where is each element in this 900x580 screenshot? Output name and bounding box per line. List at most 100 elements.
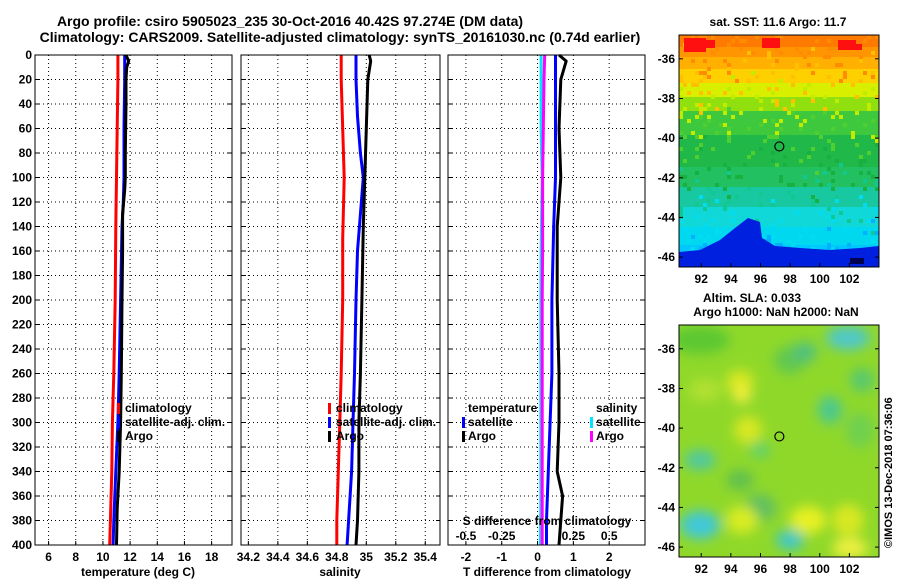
sst-pixel xyxy=(771,63,775,67)
sst-pixel xyxy=(723,203,727,207)
sst-pixel xyxy=(727,131,731,135)
sst-pixel xyxy=(779,179,783,183)
sst-pixel xyxy=(791,83,795,87)
sst-pixel xyxy=(687,187,691,191)
sst-pixel xyxy=(823,171,827,175)
sal-xtick-label: 35.2 xyxy=(384,550,408,564)
sst-pixel xyxy=(823,111,827,115)
sst-pixel xyxy=(839,115,843,119)
sst-pixel xyxy=(823,107,827,111)
sst-pixel xyxy=(727,195,731,199)
sst-warm-patch xyxy=(705,40,715,48)
sst-pixel xyxy=(699,71,703,75)
sal-x-axis-label: salinity xyxy=(319,565,361,579)
sla-anomaly-blob xyxy=(726,470,754,490)
diff-xtick-label: -2 xyxy=(461,550,472,564)
sst-pixel xyxy=(827,167,831,171)
sst-pixel xyxy=(827,75,831,79)
sst-pixel xyxy=(735,195,739,199)
sst-pixel xyxy=(875,139,879,143)
figure-title-line2: Climatology: CARS2009. Satellite-adjuste… xyxy=(40,29,641,45)
sst-pixel xyxy=(831,247,835,251)
diff-legend-swatch-temp-argo xyxy=(462,431,465,442)
sal-legend-label-argo: Argo xyxy=(336,429,364,443)
sst-pixel xyxy=(835,111,839,115)
sla-map-frame xyxy=(678,324,880,558)
sst-deep-patch xyxy=(850,258,864,264)
sst-pixel xyxy=(699,135,703,139)
sst-pixel xyxy=(723,207,727,211)
sal-xtick-label: 34.2 xyxy=(237,550,261,564)
sst-pixel xyxy=(779,219,783,223)
sst-pixel xyxy=(811,195,815,199)
sst-pixel xyxy=(703,223,707,227)
sst-pixel xyxy=(871,71,875,75)
sst-pixel xyxy=(771,159,775,163)
sst-pixel xyxy=(695,215,699,219)
sst-pixel xyxy=(835,195,839,199)
sst-pixel xyxy=(751,71,755,75)
diff-legend-label-sal-satellite: satellite xyxy=(596,415,641,429)
sst-pixel xyxy=(875,187,879,191)
sst-pixel xyxy=(691,247,695,251)
sst-pixel xyxy=(847,219,851,223)
sst-pixel xyxy=(795,47,799,51)
sst-pixel xyxy=(823,95,827,99)
sst-pixel xyxy=(731,211,735,215)
sst-pixel xyxy=(723,91,727,95)
sst-pixel xyxy=(747,187,751,191)
sst-pixel xyxy=(811,203,815,207)
sst-pixel xyxy=(811,115,815,119)
sla-anomaly-blob xyxy=(750,442,770,458)
sst-pixel xyxy=(679,75,683,79)
sst-pixel xyxy=(755,75,759,79)
sst-pixel xyxy=(867,219,871,223)
sst-pixel xyxy=(843,171,847,175)
sst-pixel xyxy=(871,219,875,223)
sst-pixel xyxy=(863,71,867,75)
sst-warm-patch xyxy=(762,38,780,48)
sla-anomaly-blob xyxy=(726,506,758,534)
sst-band xyxy=(679,207,879,227)
sla-anomaly-blob xyxy=(832,504,864,536)
sst-pixel xyxy=(707,67,711,71)
diff-series-temperature-satellite xyxy=(545,55,557,545)
sst-pixel xyxy=(683,83,687,87)
temp-ytick-label: 320 xyxy=(12,440,32,454)
sla-ytick-label: -38 xyxy=(658,381,676,395)
sst-pixel xyxy=(859,219,863,223)
sst-pixel xyxy=(827,243,831,247)
sst-pixel xyxy=(703,243,707,247)
sst-pixel xyxy=(851,183,855,187)
sst-pixel xyxy=(751,51,755,55)
sla-map: -36 -38 -40 -42 -44 -46 92 94 96 98 100 102 xyxy=(658,324,880,576)
sst-pixel xyxy=(775,103,779,107)
sst-pixel xyxy=(863,39,867,43)
diff-xtick-label: 2 xyxy=(606,550,613,564)
sst-pixel xyxy=(875,95,879,99)
sst-pixel xyxy=(819,163,823,167)
sst-pixel xyxy=(679,219,683,223)
diff-xtick-label: 1 xyxy=(570,550,577,564)
sst-map: -36 -38 -40 -42 -44 -46 92 94 96 98 100 102 xyxy=(658,34,880,286)
sst-pixel xyxy=(715,199,719,203)
sst-pixel xyxy=(811,71,815,75)
sst-pixel xyxy=(871,135,875,139)
sst-pixel xyxy=(831,179,835,183)
sst-pixel xyxy=(847,243,851,247)
sst-pixel xyxy=(695,71,699,75)
temp-ytick-label: 60 xyxy=(19,122,33,136)
sst-pixel xyxy=(739,111,743,115)
sst-pixel xyxy=(811,99,815,103)
sst-pixel xyxy=(855,95,859,99)
sst-pixel xyxy=(827,39,831,43)
sst-pixel xyxy=(831,143,835,147)
sst-xtick-label: 92 xyxy=(695,272,709,286)
sst-pixel xyxy=(791,243,795,247)
sst-pixel xyxy=(703,135,707,139)
temp-ytick-label: 160 xyxy=(12,244,32,258)
sal-legend-swatch xyxy=(328,431,331,442)
sst-ytick-label: -40 xyxy=(658,131,676,145)
diff-legend-label-temp-argo: Argo xyxy=(468,429,496,443)
